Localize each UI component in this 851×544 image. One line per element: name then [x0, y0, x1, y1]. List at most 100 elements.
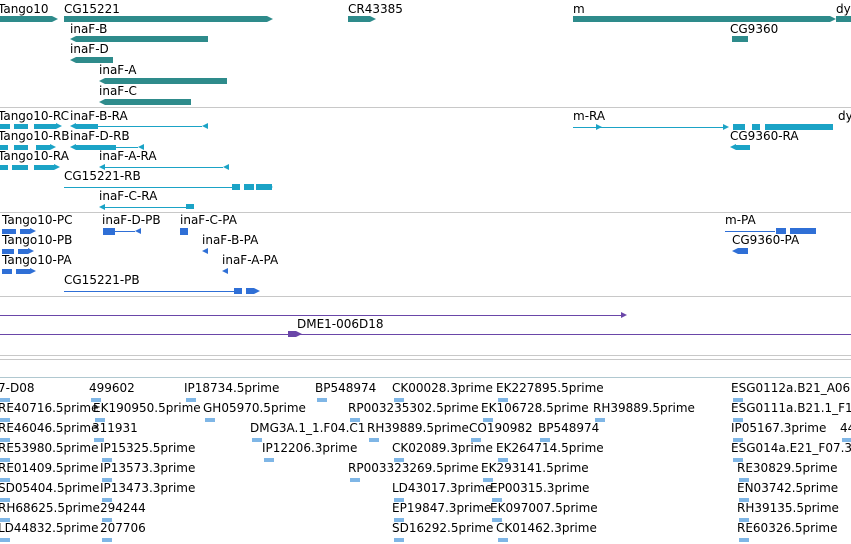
- est-glyph[interactable]: [186, 398, 196, 402]
- strand-arrow: [70, 57, 76, 63]
- est-glyph[interactable]: [739, 538, 749, 542]
- est-glyph[interactable]: [595, 418, 605, 422]
- est-glyph[interactable]: [0, 458, 10, 462]
- est-glyph[interactable]: [394, 498, 404, 502]
- est-glyph[interactable]: [0, 398, 10, 402]
- feature-label: SD16292.5prime: [392, 521, 494, 535]
- feature-label: EP19847.3prime: [392, 501, 492, 515]
- est-glyph[interactable]: [483, 478, 493, 482]
- est-glyph[interactable]: [350, 418, 360, 422]
- est-glyph[interactable]: [102, 478, 112, 482]
- feature-glyph[interactable]: [752, 124, 760, 130]
- feature-glyph[interactable]: [186, 204, 194, 209]
- est-glyph[interactable]: [842, 438, 851, 442]
- intron-line: [573, 127, 723, 128]
- feature-glyph[interactable]: [288, 331, 296, 337]
- feature-glyph[interactable]: [103, 228, 115, 235]
- feature-label: RE60326.5prime: [737, 521, 838, 535]
- est-glyph[interactable]: [492, 498, 502, 502]
- est-glyph[interactable]: [492, 518, 502, 522]
- feature-glyph[interactable]: [18, 249, 28, 254]
- feature-label: 207706: [100, 521, 146, 535]
- feature-glyph[interactable]: [738, 248, 748, 254]
- feature-glyph[interactable]: [36, 145, 50, 150]
- feature-glyph[interactable]: [14, 124, 28, 129]
- feature-glyph[interactable]: [836, 16, 851, 22]
- feature-glyph[interactable]: [0, 124, 10, 129]
- feature-glyph[interactable]: [732, 36, 748, 42]
- est-glyph[interactable]: [94, 438, 104, 442]
- est-glyph[interactable]: [205, 418, 215, 422]
- est-glyph[interactable]: [471, 438, 481, 442]
- est-glyph[interactable]: [0, 538, 10, 542]
- est-glyph[interactable]: [739, 478, 749, 482]
- feature-glyph[interactable]: [105, 78, 227, 84]
- feature-glyph[interactable]: [76, 36, 208, 42]
- feature-glyph[interactable]: [246, 288, 254, 294]
- feature-glyph[interactable]: [34, 124, 56, 129]
- est-glyph[interactable]: [369, 438, 379, 442]
- est-glyph[interactable]: [498, 398, 508, 402]
- feature-glyph[interactable]: [2, 229, 16, 234]
- feature-glyph[interactable]: [2, 249, 14, 254]
- feature-glyph[interactable]: [105, 99, 191, 105]
- est-glyph[interactable]: [0, 438, 10, 442]
- est-glyph[interactable]: [0, 418, 10, 422]
- feature-glyph[interactable]: [76, 145, 116, 150]
- est-glyph[interactable]: [498, 458, 508, 462]
- feature-glyph[interactable]: [573, 16, 830, 22]
- est-glyph[interactable]: [102, 498, 112, 502]
- feature-glyph[interactable]: [736, 145, 750, 150]
- est-glyph[interactable]: [733, 418, 743, 422]
- est-glyph[interactable]: [91, 398, 101, 402]
- feature-label: inaF-A-PA: [222, 253, 279, 267]
- est-glyph[interactable]: [498, 538, 508, 542]
- feature-glyph[interactable]: [14, 145, 28, 150]
- feature-glyph[interactable]: [76, 124, 98, 129]
- feature-glyph[interactable]: [0, 16, 52, 22]
- est-glyph[interactable]: [0, 498, 10, 502]
- feature-glyph[interactable]: [2, 269, 12, 274]
- est-glyph[interactable]: [540, 438, 550, 442]
- feature-glyph[interactable]: [20, 229, 30, 234]
- est-glyph[interactable]: [102, 538, 112, 542]
- est-glyph[interactable]: [394, 518, 404, 522]
- est-glyph[interactable]: [102, 518, 112, 522]
- est-glyph[interactable]: [733, 398, 743, 402]
- feature-glyph[interactable]: [76, 57, 113, 63]
- feature-glyph[interactable]: [348, 16, 370, 22]
- est-glyph[interactable]: [0, 478, 10, 482]
- est-glyph[interactable]: [252, 438, 262, 442]
- est-glyph[interactable]: [394, 398, 404, 402]
- feature-glyph[interactable]: [765, 124, 833, 130]
- feature-glyph[interactable]: [64, 16, 267, 22]
- feature-glyph[interactable]: [180, 228, 188, 235]
- est-glyph[interactable]: [350, 478, 360, 482]
- feature-glyph[interactable]: [234, 288, 242, 294]
- est-glyph[interactable]: [264, 458, 274, 462]
- feature-glyph[interactable]: [232, 184, 240, 190]
- est-glyph[interactable]: [733, 438, 743, 442]
- est-glyph[interactable]: [317, 398, 327, 402]
- feature-glyph[interactable]: [790, 228, 816, 234]
- est-glyph[interactable]: [0, 518, 10, 522]
- est-glyph[interactable]: [739, 518, 749, 522]
- feature-glyph[interactable]: [244, 184, 254, 190]
- feature-glyph[interactable]: [0, 145, 8, 150]
- est-glyph[interactable]: [739, 498, 749, 502]
- est-glyph[interactable]: [102, 458, 112, 462]
- est-glyph[interactable]: [733, 458, 743, 462]
- intron-line: [115, 231, 135, 232]
- feature-glyph[interactable]: [12, 165, 28, 170]
- feature-label: EK190950.5prime: [93, 401, 201, 415]
- est-glyph[interactable]: [394, 538, 404, 542]
- feature-glyph[interactable]: [34, 165, 54, 170]
- est-glyph[interactable]: [483, 418, 493, 422]
- feature-glyph[interactable]: [256, 184, 272, 190]
- est-glyph[interactable]: [394, 458, 404, 462]
- est-glyph[interactable]: [95, 418, 105, 422]
- feature-glyph[interactable]: [776, 228, 786, 234]
- feature-glyph[interactable]: [733, 124, 745, 130]
- feature-glyph[interactable]: [0, 165, 8, 170]
- feature-glyph[interactable]: [16, 269, 30, 274]
